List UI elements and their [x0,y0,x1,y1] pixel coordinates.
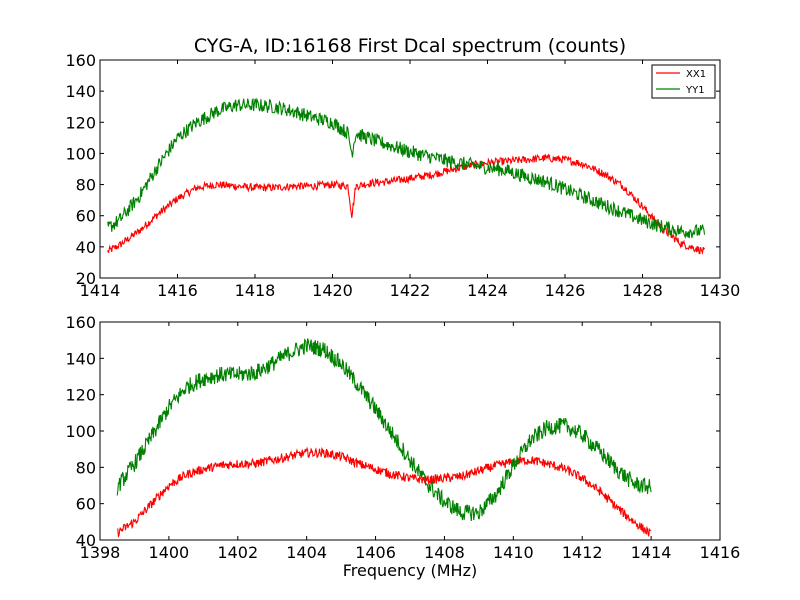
top-x-tick-label: 1426 [545,281,586,300]
bottom-y-tick-label: 60 [76,495,96,514]
bottom-series-yy1-line [116,338,652,521]
legend-label-yy1: YY1 [685,85,705,96]
bottom-x-tick-label: 1416 [700,543,741,562]
bottom-x-tick-label: 1410 [493,543,534,562]
top-series-yy1-line [107,97,706,240]
bottom-y-tick-label: 120 [65,386,96,405]
bottom-x-tick-label: 1412 [562,543,603,562]
top-x-tick-label: 1420 [312,281,353,300]
bottom-x-tick-label: 1414 [631,543,672,562]
bottom-y-tick-label: 100 [65,422,96,441]
top-y-tick-label: 60 [76,207,96,226]
bottom-series-xx1-line [117,446,652,539]
top-y-tick-label: 120 [65,113,96,132]
bottom-y-tick-label: 140 [65,349,96,368]
top-y-tick-label: 20 [76,269,96,288]
chart-title: CYG-A, ID:16168 First Dcal spectrum (cou… [194,35,626,57]
bottom-y-tick-label: 40 [76,531,96,550]
top-x-tick-label: 1418 [235,281,276,300]
legend: XX1 YY1 [651,64,716,99]
top-x-tick-label: 1424 [467,281,508,300]
top-x-tick-label: 1416 [157,281,198,300]
bottom-x-tick-label: 1408 [424,543,465,562]
top-y-tick-label: 100 [65,144,96,163]
top-y-tick-label: 140 [65,82,96,101]
legend-label-xx1: XX1 [686,69,706,80]
top-series-xx1-line [107,153,705,255]
top-y-tick-label: 80 [76,176,96,195]
top-x-tick-label: 1428 [622,281,663,300]
bottom-x-tick-label: 1402 [217,543,258,562]
top-x-tick-label: 1430 [700,281,741,300]
bottom-x-tick-label: 1398 [80,543,121,562]
bottom-x-tick-label: 1400 [149,543,190,562]
bottom-x-tick-label: 1406 [355,543,396,562]
bottom-x-tick-label: 1404 [286,543,327,562]
legend-box [651,64,716,99]
top-y-tick-label: 40 [76,238,96,257]
top-x-tick-label: 1414 [80,281,121,300]
top-y-tick-label: 160 [65,51,96,70]
top-plot: 1414 1416 1418 1420 1422 1424 1426 1428 1430 20 40… [65,51,740,300]
x-axis-label: Frequency (MHz) [343,561,477,580]
bottom-y-tick-label: 80 [76,458,96,477]
bottom-y-tick-label: 160 [65,313,96,332]
top-x-tick-label: 1422 [390,281,431,300]
bottom-plot: 1398 1400 1402 1404 1406 1408 1410 1412 1414 1416… [65,313,740,562]
